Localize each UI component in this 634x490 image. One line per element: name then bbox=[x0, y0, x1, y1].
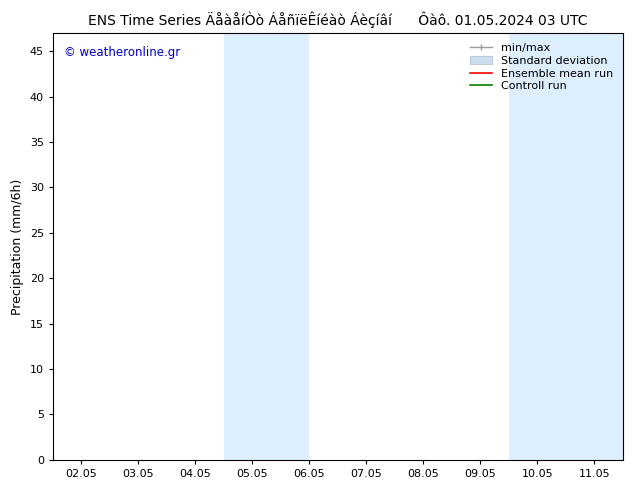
Bar bbox=[509, 33, 623, 460]
Text: © weatheronline.gr: © weatheronline.gr bbox=[64, 46, 181, 59]
Legend: min/max, Standard deviation, Ensemble mean run, Controll run: min/max, Standard deviation, Ensemble me… bbox=[465, 39, 618, 96]
Bar bbox=[224, 33, 309, 460]
Y-axis label: Precipitation (mm/6h): Precipitation (mm/6h) bbox=[11, 178, 24, 315]
Title: ENS Time Series ÄåàåíÒò ÁåñïëÊíéàò Áèçíâí      Ôàô. 01.05.2024 03 UTC: ENS Time Series ÄåàåíÒò ÁåñïëÊíéàò Áèçíâ… bbox=[88, 11, 588, 27]
